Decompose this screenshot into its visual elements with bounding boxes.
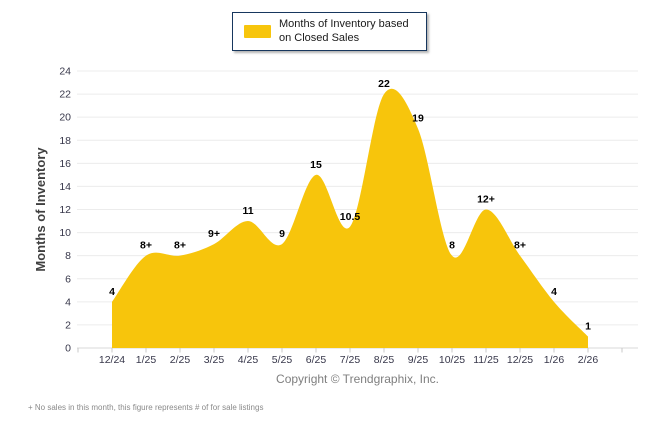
x-tick-label: 3/25 [204,354,225,366]
copyright-text: Copyright © Trendgraphix, Inc. [276,372,439,386]
footnote-text: + No sales in this month, this figure re… [28,403,264,412]
x-tick-label: 7/25 [340,354,361,366]
x-tick-label: 1/26 [544,354,565,366]
data-label: 10.5 [340,211,361,223]
y-tick-label: 10 [59,227,71,239]
data-label: 8+ [140,240,152,252]
y-tick-label: 20 [59,112,71,124]
data-label: 1 [585,320,591,332]
x-tick-label: 12/24 [99,354,125,366]
y-tick-label: 8 [65,250,71,262]
legend: Months of Inventory based on Closed Sale… [232,12,427,51]
data-label: 8 [449,240,455,252]
y-tick-label: 2 [65,319,71,331]
data-label: 9 [279,228,285,240]
y-tick-label: 18 [59,135,71,147]
y-tick-label: 14 [59,181,71,193]
y-tick-label: 12 [59,204,71,216]
data-label: 19 [412,113,424,125]
y-tick-label: 16 [59,158,71,170]
x-tick-label: 2/25 [170,354,191,366]
data-label: 8+ [174,240,186,252]
legend-swatch-icon [244,25,271,38]
data-label: 11 [242,205,253,217]
x-tick-label: 1/25 [136,354,157,366]
data-label: 4 [551,286,557,298]
x-tick-label: 11/25 [473,354,499,366]
data-label: 4 [109,286,115,298]
x-tick-label: 2/26 [578,354,599,366]
data-label: 9+ [208,228,220,240]
data-label: 15 [310,159,322,171]
y-tick-label: 4 [65,296,71,308]
y-tick-label: 0 [65,343,71,355]
x-tick-label: 9/25 [408,354,429,366]
x-tick-label: 12/25 [507,354,533,366]
area-series [112,88,588,348]
x-tick-label: 8/25 [374,354,395,366]
y-tick-label: 24 [59,66,71,78]
x-tick-label: 6/25 [306,354,327,366]
y-axis-title: Months of Inventory [33,147,48,272]
data-label: 22 [378,78,390,90]
legend-label: Months of Inventory based on Closed Sale… [279,18,409,44]
data-label: 12+ [477,194,495,206]
x-tick-label: 5/25 [272,354,293,366]
y-tick-label: 22 [59,89,71,101]
x-tick-label: 10/25 [439,354,465,366]
data-label: 8+ [514,240,526,252]
x-tick-label: 4/25 [238,354,259,366]
y-tick-label: 6 [65,273,71,285]
